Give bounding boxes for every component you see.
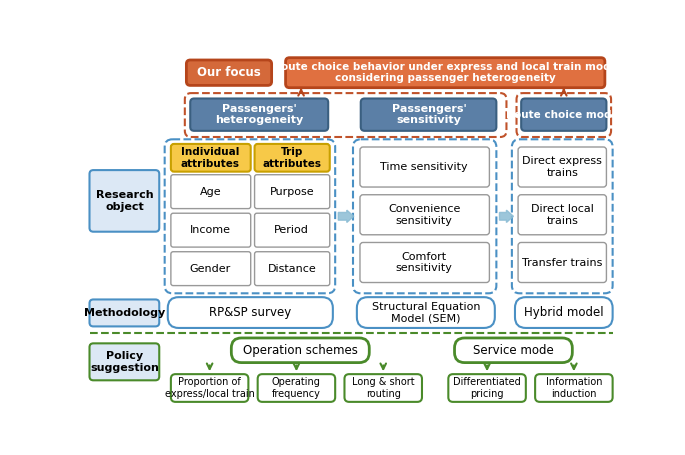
Text: Direct express
trains: Direct express trains: [522, 156, 602, 178]
FancyBboxPatch shape: [90, 299, 159, 326]
FancyBboxPatch shape: [357, 297, 495, 328]
FancyBboxPatch shape: [515, 297, 612, 328]
FancyBboxPatch shape: [518, 243, 606, 283]
Text: Information
induction: Information induction: [546, 377, 602, 399]
Text: Structural Equation
Model (SEM): Structural Equation Model (SEM): [371, 302, 480, 324]
FancyBboxPatch shape: [521, 98, 606, 131]
Text: Passengers'
heterogeneity: Passengers' heterogeneity: [215, 104, 303, 126]
Text: Transfer trains: Transfer trains: [522, 258, 602, 268]
Text: Convenience
sensitivity: Convenience sensitivity: [388, 204, 460, 226]
Text: Route choice model: Route choice model: [506, 110, 622, 120]
FancyBboxPatch shape: [171, 213, 251, 247]
FancyBboxPatch shape: [455, 338, 573, 363]
FancyBboxPatch shape: [360, 147, 489, 187]
Text: Individual
attributes: Individual attributes: [181, 147, 240, 169]
FancyBboxPatch shape: [171, 175, 251, 208]
FancyBboxPatch shape: [258, 374, 335, 402]
FancyArrow shape: [338, 210, 353, 222]
FancyBboxPatch shape: [360, 195, 489, 235]
FancyBboxPatch shape: [171, 374, 249, 402]
FancyBboxPatch shape: [168, 297, 333, 328]
Text: Time sensitivity: Time sensitivity: [380, 162, 468, 172]
Text: Direct local
trains: Direct local trains: [531, 204, 594, 226]
FancyArrow shape: [499, 210, 514, 222]
Text: Purpose: Purpose: [269, 187, 314, 197]
FancyBboxPatch shape: [90, 170, 159, 232]
FancyBboxPatch shape: [171, 144, 251, 172]
Text: Operating
frequency: Operating frequency: [272, 377, 321, 399]
FancyBboxPatch shape: [255, 252, 329, 286]
FancyBboxPatch shape: [448, 374, 526, 402]
FancyBboxPatch shape: [535, 374, 612, 402]
Text: Hybrid model: Hybrid model: [524, 306, 603, 319]
Text: Service mode: Service mode: [473, 344, 553, 357]
Text: Gender: Gender: [190, 263, 231, 273]
FancyBboxPatch shape: [345, 374, 422, 402]
FancyBboxPatch shape: [518, 147, 606, 187]
FancyBboxPatch shape: [232, 338, 369, 363]
FancyBboxPatch shape: [186, 60, 272, 86]
FancyBboxPatch shape: [360, 243, 489, 283]
FancyBboxPatch shape: [518, 195, 606, 235]
Text: Trip
attributes: Trip attributes: [262, 147, 321, 169]
Text: Passengers'
sensitivity: Passengers' sensitivity: [392, 104, 466, 126]
Text: Proportion of
express/local train: Proportion of express/local train: [164, 377, 255, 399]
Text: Distance: Distance: [267, 263, 316, 273]
Text: Policy
suggestion: Policy suggestion: [90, 351, 159, 373]
Text: Age: Age: [199, 187, 221, 197]
Text: Period: Period: [274, 225, 309, 235]
Text: Long & short
routing: Long & short routing: [352, 377, 414, 399]
FancyBboxPatch shape: [255, 144, 329, 172]
Text: Income: Income: [190, 225, 231, 235]
FancyBboxPatch shape: [90, 344, 159, 380]
Text: Operation schemes: Operation schemes: [243, 344, 358, 357]
Text: Route choice behavior under express and local train mode
considering passenger h: Route choice behavior under express and …: [273, 62, 618, 84]
FancyBboxPatch shape: [255, 213, 329, 247]
FancyBboxPatch shape: [171, 252, 251, 286]
FancyBboxPatch shape: [190, 98, 328, 131]
FancyBboxPatch shape: [286, 58, 605, 88]
Text: Research
object: Research object: [96, 190, 153, 212]
FancyBboxPatch shape: [255, 175, 329, 208]
Text: Our focus: Our focus: [197, 66, 261, 79]
FancyBboxPatch shape: [361, 98, 497, 131]
Text: Comfort
sensitivity: Comfort sensitivity: [396, 252, 453, 273]
Text: RP&SP survey: RP&SP survey: [209, 306, 291, 319]
Text: Differentiated
pricing: Differentiated pricing: [453, 377, 521, 399]
Text: Methodology: Methodology: [84, 308, 165, 318]
